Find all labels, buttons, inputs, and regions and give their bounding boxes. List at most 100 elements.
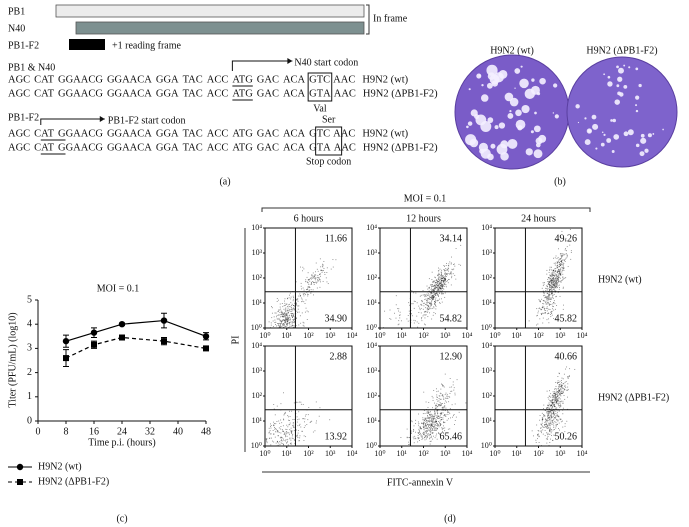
cell-dot: [293, 418, 295, 420]
cell-dot: [395, 304, 397, 306]
y-axis-label: Titer (PFU/mL) (log10): [7, 312, 18, 407]
cell-dot: [550, 438, 552, 440]
cell-dot: [305, 414, 307, 416]
plaque-spot: [592, 123, 599, 130]
cell-dot: [279, 422, 281, 424]
y-tick-label: 10¹: [367, 298, 378, 307]
cell-dot: [552, 277, 554, 279]
cell-dot: [556, 272, 558, 274]
cell-dot: [289, 294, 290, 296]
plaque-spot: [640, 137, 647, 144]
cell-dot: [542, 282, 544, 284]
cell-dot: [445, 270, 447, 272]
cell-dot: [445, 414, 447, 416]
cell-dot: [430, 289, 432, 290]
cell-dot: [552, 296, 553, 298]
cell-dot: [554, 396, 556, 398]
cell-dot: [546, 407, 548, 409]
cell-dot: [551, 399, 553, 401]
cell-dot: [562, 392, 564, 394]
cell-dot: [537, 433, 539, 435]
cell-dot: [553, 278, 555, 280]
cell-dot: [422, 302, 424, 304]
cell-dot: [436, 391, 438, 393]
cell-dot: [295, 429, 297, 431]
cell-dot: [547, 288, 549, 290]
cell-dot: [550, 283, 552, 285]
cell-dot: [279, 314, 281, 316]
cell-dot: [561, 256, 563, 258]
cell-dot: [550, 298, 552, 300]
cell-dot: [410, 430, 412, 432]
plaque-spot: [647, 133, 652, 138]
cell-dot: [553, 293, 555, 295]
cell-dot: [445, 407, 447, 409]
cell-dot: [450, 272, 452, 274]
cell-dot: [451, 256, 452, 258]
cell-dot: [421, 300, 423, 302]
cell-dot: [550, 413, 552, 415]
cell-dot: [567, 386, 569, 388]
cell-dot: [555, 275, 557, 276]
cell-dot: [426, 300, 427, 301]
cell-dot: [425, 435, 427, 437]
cell-dot: [428, 298, 430, 300]
cell-dot: [321, 270, 323, 272]
sequence-token: GAC: [257, 128, 279, 139]
cell-dot: [541, 309, 543, 310]
cell-dot: [288, 327, 290, 328]
cell-dot: [439, 279, 441, 281]
cell-dot: [437, 270, 439, 272]
quadrant-value: 49.26: [555, 233, 578, 244]
cell-dot: [310, 282, 312, 284]
pb1f2-bar: [69, 39, 105, 50]
cell-dot: [558, 391, 559, 393]
cell-dot: [548, 278, 550, 280]
cell-dot: [547, 436, 549, 438]
cell-dot: [414, 300, 416, 302]
cell-dot: [443, 278, 445, 280]
cell-dot: [427, 416, 429, 418]
cell-dot: [557, 273, 559, 275]
cell-dot: [431, 299, 433, 301]
cell-dot: [545, 290, 547, 291]
cell-dot: [438, 267, 439, 269]
cell-dot: [430, 425, 432, 427]
cell-dot: [543, 414, 545, 416]
cell-dot: [436, 433, 438, 435]
cell-dot: [274, 319, 276, 321]
cell-dot: [413, 322, 415, 324]
cell-dot: [280, 436, 282, 438]
plaque-spot: [617, 76, 623, 82]
cell-dot: [436, 280, 438, 282]
cell-dot: [278, 442, 280, 444]
cell-dot: [559, 253, 561, 255]
cell-dot: [537, 323, 539, 325]
cell-dot: [426, 302, 428, 304]
cell-dot: [286, 315, 288, 316]
cell-dot: [439, 281, 441, 283]
y-tick-label: 10⁰: [481, 323, 492, 332]
cell-dot: [425, 298, 427, 300]
x-tick-label: 16: [89, 426, 99, 437]
cell-dot: [276, 314, 278, 316]
cell-dot: [421, 304, 423, 306]
cell-dot: [427, 306, 429, 308]
cell-dot: [272, 430, 274, 431]
cell-dot: [309, 278, 311, 280]
cell-dot: [442, 290, 444, 292]
sequence-token: AGC: [8, 142, 30, 153]
cell-dot: [307, 419, 309, 421]
cell-dot: [416, 315, 418, 317]
cell-dot: [545, 287, 547, 289]
cell-dot: [549, 442, 551, 443]
cell-dot: [441, 293, 443, 295]
cell-dot: [551, 399, 553, 400]
cell-dot: [438, 418, 440, 420]
cell-dot: [549, 428, 551, 430]
cell-dot: [412, 303, 414, 305]
cell-dot: [306, 424, 308, 425]
cell-dot: [291, 313, 292, 315]
cell-dot: [540, 445, 542, 446]
cell-dot: [553, 411, 555, 413]
